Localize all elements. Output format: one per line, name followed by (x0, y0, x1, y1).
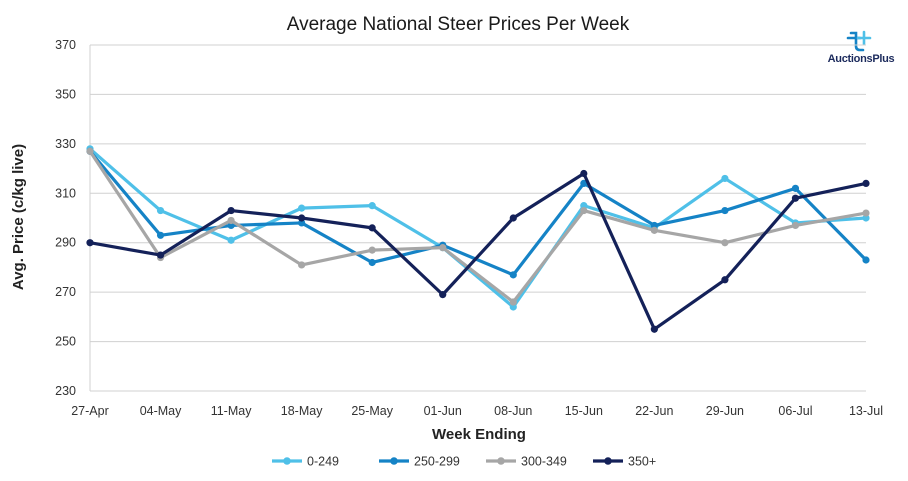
gridlines (89, 44, 866, 392)
series-300-349 (86, 147, 870, 306)
data-point (368, 246, 376, 254)
logo-text: AuctionsPlus (828, 53, 895, 65)
x-tick-label: 29-Jun (706, 404, 744, 418)
data-point (298, 204, 306, 212)
data-point (439, 291, 447, 299)
y-tick-label: 370 (55, 38, 76, 52)
data-point (86, 147, 94, 155)
data-point (791, 184, 800, 192)
data-point (298, 219, 306, 227)
x-tick-label: 13-Jul (849, 404, 883, 418)
data-point (227, 216, 235, 225)
data-point (862, 179, 870, 187)
data-point (368, 258, 376, 267)
legend-swatch-marker (283, 457, 291, 465)
y-tick-label: 230 (55, 384, 76, 398)
data-point (650, 221, 658, 230)
data-point (580, 179, 588, 187)
x-tick-label: 22-Jun (635, 404, 673, 418)
data-point (227, 236, 235, 244)
series-group (86, 145, 870, 333)
data-point (509, 303, 517, 311)
data-point (862, 209, 870, 217)
data-point (156, 251, 165, 259)
data-point (509, 298, 517, 306)
y-tick-label: 270 (55, 285, 76, 299)
x-axis-label: Week Ending (432, 426, 526, 443)
y-tick-label: 350 (55, 87, 76, 101)
x-tick-label: 08-Jun (494, 404, 532, 418)
data-point (791, 221, 800, 230)
x-tick-label: 06-Jul (778, 404, 812, 418)
data-point (368, 224, 376, 232)
legend-item: 300-349 (486, 455, 567, 469)
auctionsplus-logo: AuctionsPlus (828, 30, 895, 65)
series-350+ (86, 169, 870, 333)
legend-swatch-marker (497, 457, 505, 465)
data-point (580, 202, 588, 210)
y-tick-label: 250 (55, 335, 76, 349)
legend-label: 250-299 (414, 455, 460, 469)
x-tick-label: 27-Apr (71, 404, 109, 418)
data-point (156, 231, 165, 239)
data-point (580, 206, 588, 215)
legend: 0-249 250-299 300-349 350+ (272, 455, 656, 469)
legend-swatch-marker (390, 457, 398, 465)
series-250-299 (86, 147, 870, 279)
data-point (298, 261, 306, 269)
data-point (509, 271, 517, 279)
data-point (368, 202, 376, 210)
data-point (650, 226, 658, 234)
data-point (509, 214, 517, 222)
x-axis-ticks: 27-Apr 04-May 11-May 18-May 25-May 01-Jun 08-J… (71, 404, 883, 418)
x-tick-label: 18-May (281, 404, 323, 418)
legend-item: 350+ (593, 455, 656, 469)
data-point (580, 169, 588, 178)
x-tick-label: 01-Jun (424, 404, 462, 418)
data-point (791, 194, 800, 202)
data-point (862, 214, 870, 222)
y-tick-label: 290 (55, 236, 76, 250)
series-line (88, 171, 868, 331)
data-point (721, 239, 729, 247)
series-line (88, 147, 868, 309)
legend-item: 250-299 (379, 455, 460, 469)
legend-label: 300-349 (521, 455, 567, 469)
y-tick-label: 310 (55, 186, 76, 200)
y-axis-label: Avg. Price (c/kg live) (10, 144, 27, 290)
data-point (227, 221, 235, 230)
chart-title: Average National Steer Prices Per Week (287, 14, 630, 35)
x-tick-label: 04-May (140, 404, 182, 418)
data-point (862, 256, 870, 264)
x-tick-label: 25-May (351, 404, 393, 418)
data-point (86, 239, 94, 247)
data-point (298, 214, 306, 222)
data-point (156, 206, 165, 215)
x-tick-label: 15-Jun (565, 404, 603, 418)
legend-label: 350+ (628, 455, 656, 469)
y-axis-ticks: 230 250 270 290 310 330 350 370 (55, 38, 76, 398)
legend-swatch-marker (604, 457, 612, 465)
data-point (721, 174, 729, 183)
data-point (650, 325, 658, 333)
series-line (88, 149, 868, 304)
legend-item: 0-249 (272, 455, 339, 469)
x-tick-label: 11-May (211, 404, 253, 418)
y-tick-label: 330 (55, 137, 76, 151)
auctionsplus-logo-icon (846, 30, 872, 52)
legend-label: 0-249 (307, 455, 339, 469)
data-point (721, 206, 729, 215)
data-point (227, 206, 235, 215)
data-point (721, 276, 729, 284)
data-point (439, 244, 447, 252)
